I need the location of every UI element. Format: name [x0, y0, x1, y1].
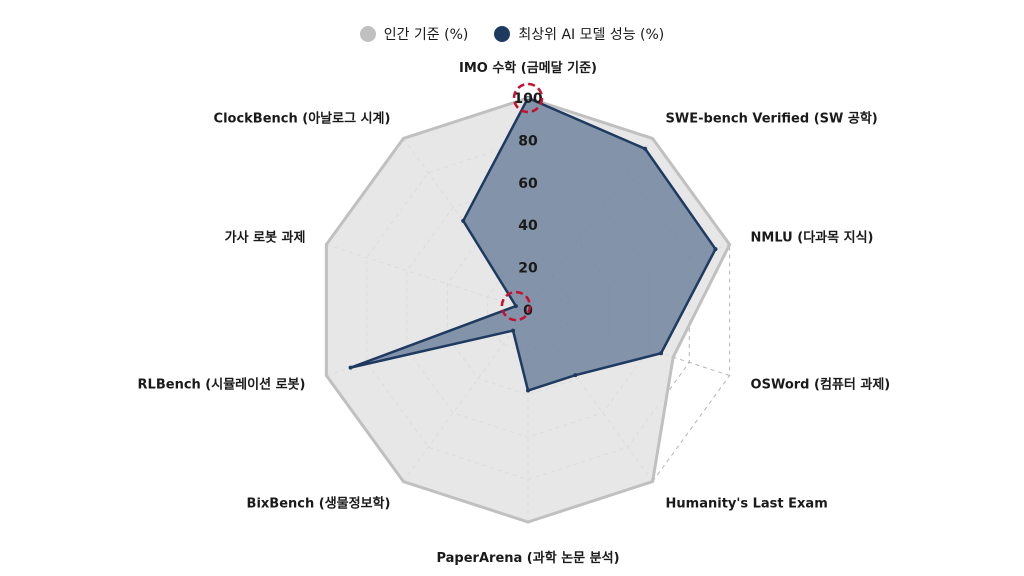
legend-swatch-ai	[494, 26, 511, 42]
series-human-point-5	[526, 520, 530, 524]
legend: 인간 기준 (%) 최상위 AI 모델 성능 (%)	[0, 20, 1024, 48]
tick-label-60: 60	[518, 176, 538, 192]
series-ai-point-5	[526, 388, 530, 393]
axis-label-8: 가사 로봇 과제	[225, 229, 306, 245]
series-ai-point-3	[659, 351, 664, 356]
series-human-point-9	[401, 136, 405, 140]
series-human-point-2	[728, 242, 732, 246]
series-human-point-3	[671, 355, 675, 359]
axis-label-0: IMO 수학 (금메달 기준)	[459, 60, 597, 76]
series-human-point-8	[324, 242, 328, 246]
tick-label-100: 100	[513, 91, 542, 107]
series-ai-point-4	[573, 373, 578, 378]
highlight-circle-0	[512, 82, 544, 114]
axis-label-7: RLBench (시뮬레이션 로봇)	[138, 377, 306, 393]
axis-label-4: Humanity's Last Exam	[666, 497, 828, 512]
tick-label-20: 20	[518, 261, 538, 277]
series-ai-point-6	[511, 328, 516, 333]
series-human-point-4	[651, 480, 655, 484]
axis-label-6: BixBench (생물정보학)	[247, 496, 391, 512]
series-human-point-1	[651, 136, 655, 140]
legend-item-ai[interactable]: 최상위 AI 모델 성능 (%)	[494, 24, 664, 44]
axis-label-9: ClockBench (아날로그 시계)	[214, 110, 391, 126]
axis-label-5: PaperArena (과학 논문 분석)	[436, 550, 619, 566]
axis-label-2: NMLU (다과목 지식)	[751, 229, 874, 245]
tick-label-40: 40	[518, 218, 538, 234]
axis-label-1: SWE-bench Verified (SW 공학)	[666, 110, 878, 126]
series-human-point-6	[401, 480, 405, 484]
legend-label-ai: 최상위 AI 모델 성능 (%)	[518, 27, 665, 43]
axis-label-3: OSWord (컴퓨터 과제)	[751, 377, 891, 393]
highlight-circle-1	[500, 290, 532, 322]
series-ai-point-8	[513, 304, 518, 309]
legend-swatch-human	[359, 26, 376, 42]
series-human-point-0	[526, 96, 530, 100]
series-ai-point-1	[643, 146, 648, 151]
tick-label-80: 80	[518, 133, 538, 149]
series-ai-point-7	[348, 365, 353, 370]
legend-item-human[interactable]: 인간 기준 (%)	[359, 24, 469, 44]
series-human-point-7	[324, 374, 328, 378]
series-ai-point-2	[713, 247, 718, 252]
legend-label-human: 인간 기준 (%)	[383, 27, 469, 43]
series-ai-point-9	[461, 218, 466, 223]
